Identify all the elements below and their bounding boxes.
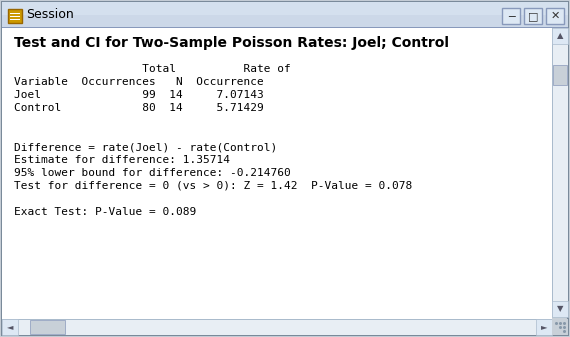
Bar [2,27,568,28]
Bar [10,16,20,17]
Text: Variable  Occurrences   N  Occurrence: Variable Occurrences N Occurrence [14,77,264,87]
Bar [552,28,553,317]
Text: ▲: ▲ [557,31,563,40]
FancyBboxPatch shape [8,9,22,23]
Bar [2,2,568,28]
Bar [30,320,65,334]
Bar [10,13,20,14]
Text: Control            80  14     5.71429: Control 80 14 5.71429 [14,103,264,113]
FancyBboxPatch shape [546,8,564,24]
Text: Test and CI for Two-Sample Poisson Rates: Joel; Control: Test and CI for Two-Sample Poisson Rates… [14,36,449,50]
Bar [2,2,568,15]
Bar [2,319,552,335]
Bar [552,319,568,335]
Text: Session: Session [26,8,74,22]
FancyBboxPatch shape [502,8,520,24]
Bar [552,301,568,317]
Bar [2,28,552,319]
Bar [536,319,552,335]
Text: 95% lower bound for difference: -0.214760: 95% lower bound for difference: -0.21476… [14,168,291,178]
Text: ─: ─ [508,11,514,21]
Bar [10,19,20,20]
FancyBboxPatch shape [524,8,542,24]
Text: Joel               99  14     7.07143: Joel 99 14 7.07143 [14,90,264,100]
Text: ▼: ▼ [557,305,563,313]
Text: ✕: ✕ [550,11,560,21]
Bar [2,319,552,320]
Text: Difference = rate(Joel) - rate(Control): Difference = rate(Joel) - rate(Control) [14,142,277,152]
Bar [552,28,568,317]
Text: Test for difference = 0 (vs > 0): Z = 1.42  P-Value = 0.078: Test for difference = 0 (vs > 0): Z = 1.… [14,181,412,191]
Bar [552,28,568,44]
Text: Exact Test: P-Value = 0.089: Exact Test: P-Value = 0.089 [14,207,196,217]
Text: ►: ► [541,323,547,332]
Bar [553,65,567,85]
Text: Total          Rate of: Total Rate of [14,64,291,74]
Text: Estimate for difference: 1.35714: Estimate for difference: 1.35714 [14,155,230,165]
Text: □: □ [528,11,538,21]
Text: ◄: ◄ [7,323,13,332]
Bar [2,319,18,335]
